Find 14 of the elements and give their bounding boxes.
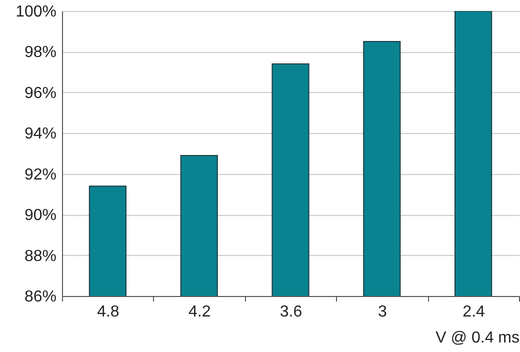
y-tick-label: 90% [24, 207, 56, 224]
y-tick-label: 94% [24, 126, 56, 143]
x-tick-label: 3.6 [280, 304, 302, 320]
y-tick-label: 100% [16, 4, 56, 20]
x-tick-label: 3 [378, 304, 387, 320]
x-axis-title: V @ 0.4 ms [436, 330, 520, 346]
y-tick-label: 98% [24, 44, 56, 62]
x-tick-label: 2.4 [462, 304, 486, 320]
y-tick-label: 92% [24, 166, 56, 184]
x-tick-label: 4.2 [188, 304, 211, 320]
x-tick-label: 4.8 [97, 304, 120, 320]
y-tick-label: 86% [24, 288, 56, 306]
y-tick-label: 88% [24, 248, 56, 265]
y-tick-label: 96% [24, 84, 56, 102]
